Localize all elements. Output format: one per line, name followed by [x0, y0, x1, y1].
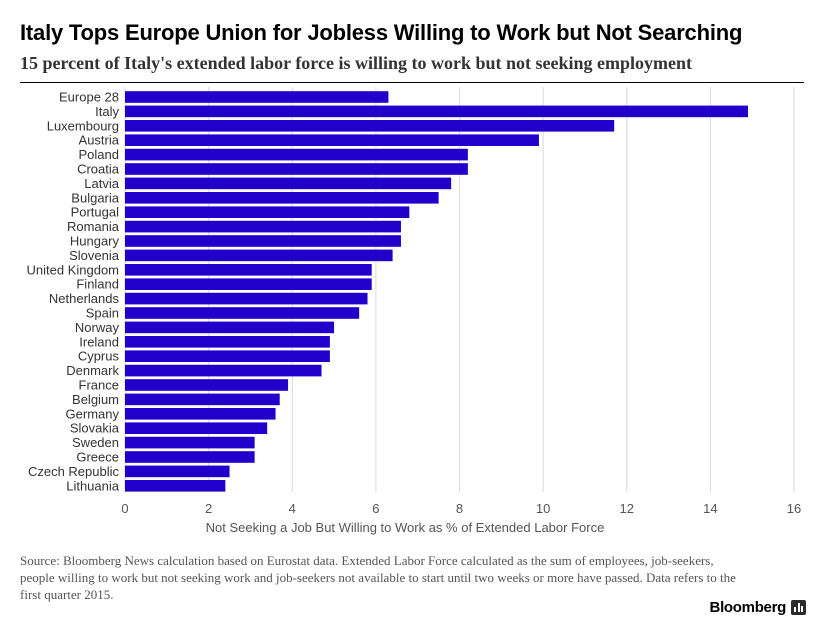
bar — [125, 278, 372, 290]
bar — [125, 91, 389, 103]
x-tick-label: 0 — [121, 501, 128, 516]
x-tick-label: 12 — [620, 501, 634, 516]
bar — [125, 206, 410, 218]
category-label: Portugal — [71, 205, 120, 220]
category-labels: Europe 28ItalyLuxembourgAustriaPolandCro… — [27, 90, 120, 494]
chart-subtitle: 15 percent of Italy's extended labor for… — [20, 53, 692, 73]
bar — [125, 379, 289, 391]
bar-chart: Europe 28ItalyLuxembourgAustriaPolandCro… — [27, 87, 801, 535]
category-label: Romania — [67, 219, 120, 234]
category-label: Lithuania — [66, 478, 120, 493]
title-divider — [20, 82, 804, 83]
bar — [125, 321, 335, 334]
category-label: Netherlands — [49, 291, 120, 306]
category-label: Denmark — [66, 363, 119, 378]
bar — [125, 480, 226, 492]
x-tick-label: 2 — [205, 501, 212, 516]
category-label: United Kingdom — [27, 262, 120, 277]
x-axis-ticks: 0 2 4 6 8 10 12 14 16 — [121, 501, 801, 516]
category-label: Slovakia — [70, 421, 120, 436]
bar — [125, 177, 452, 190]
x-tick-label: 6 — [372, 501, 379, 516]
category-label: Greece — [76, 450, 119, 465]
category-label: Slovenia — [69, 248, 120, 263]
bar — [125, 422, 268, 434]
category-label: Finland — [76, 277, 119, 292]
bar — [125, 134, 539, 146]
category-label: Spain — [86, 306, 119, 321]
category-label: Europe 28 — [59, 90, 119, 105]
bar — [125, 249, 393, 262]
category-label: Latvia — [84, 176, 119, 191]
bar — [125, 264, 372, 276]
bar — [125, 436, 255, 449]
x-tick-label: 4 — [289, 501, 296, 516]
bar-chart-icon — [791, 600, 806, 615]
bar — [125, 336, 330, 348]
bar — [125, 393, 280, 406]
bar — [125, 364, 322, 377]
bar — [125, 451, 255, 463]
x-tick-label: 14 — [703, 501, 717, 516]
category-label: Sweden — [72, 435, 119, 450]
category-label: Hungary — [70, 234, 120, 249]
x-axis-label: Not Seeking a Job But Willing to Work as… — [206, 520, 605, 535]
x-tick-label: 16 — [787, 501, 801, 516]
category-label: Belgium — [72, 392, 119, 407]
category-label: Italy — [95, 104, 119, 119]
category-label: Czech Republic — [28, 464, 120, 479]
category-label: Poland — [79, 147, 119, 162]
bar — [125, 408, 276, 420]
category-label: Cyprus — [78, 349, 120, 364]
bar — [125, 163, 468, 175]
x-tick-label: 10 — [536, 501, 550, 516]
category-label: France — [79, 378, 119, 393]
category-label: Ireland — [79, 334, 119, 349]
bar — [125, 148, 468, 161]
category-label: Austria — [79, 133, 120, 148]
bar — [125, 350, 330, 362]
brand-name: Bloomberg — [709, 599, 787, 616]
bar — [125, 235, 401, 247]
bar — [125, 465, 230, 478]
category-label: Bulgaria — [71, 190, 119, 205]
bar — [125, 192, 439, 204]
bar — [125, 307, 360, 319]
bar — [125, 292, 368, 305]
chart-title: Italy Tops Europe Union for Jobless Will… — [20, 20, 743, 45]
x-tick-label: 8 — [456, 501, 463, 516]
category-label: Norway — [75, 320, 120, 335]
category-label: Croatia — [77, 162, 120, 177]
category-label: Luxembourg — [47, 118, 119, 133]
source-note: Source: Bloomberg News calculation based… — [20, 553, 736, 602]
bloomberg-logo: Bloomberg — [710, 599, 806, 616]
bar — [125, 120, 615, 132]
category-label: Germany — [66, 406, 120, 421]
bar — [125, 105, 749, 118]
bar — [125, 220, 401, 233]
bars — [125, 91, 749, 492]
